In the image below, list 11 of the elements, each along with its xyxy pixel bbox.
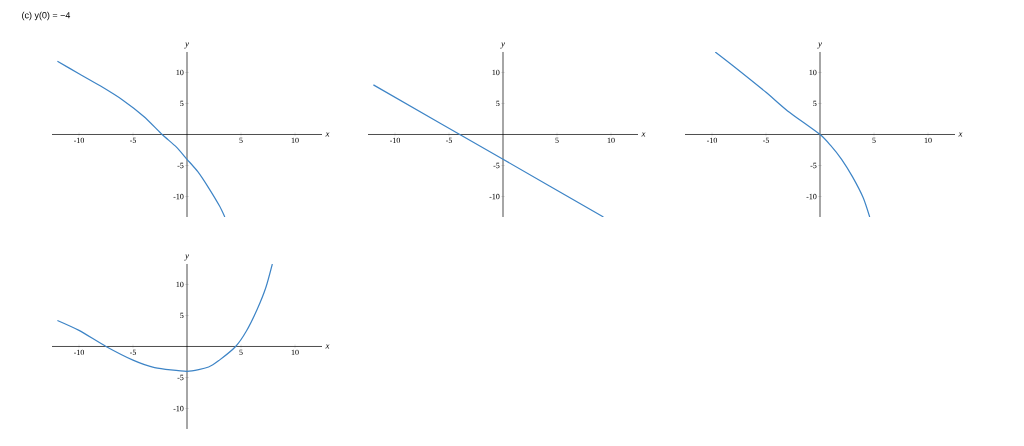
line-series [56,60,226,217]
line-series [56,263,273,372]
x-axis-title: x [641,132,646,137]
y-axis-title: y [500,42,506,49]
y-axis-title: y [817,42,823,49]
x-axis-title: x [958,132,963,137]
y-axis-title: y [184,42,190,49]
x-axis-title: x [325,132,330,137]
y-axis-title: y [184,254,190,261]
chart-title: (c) y(0) = −4 [22,11,71,21]
x-axis-title: x [325,344,330,349]
